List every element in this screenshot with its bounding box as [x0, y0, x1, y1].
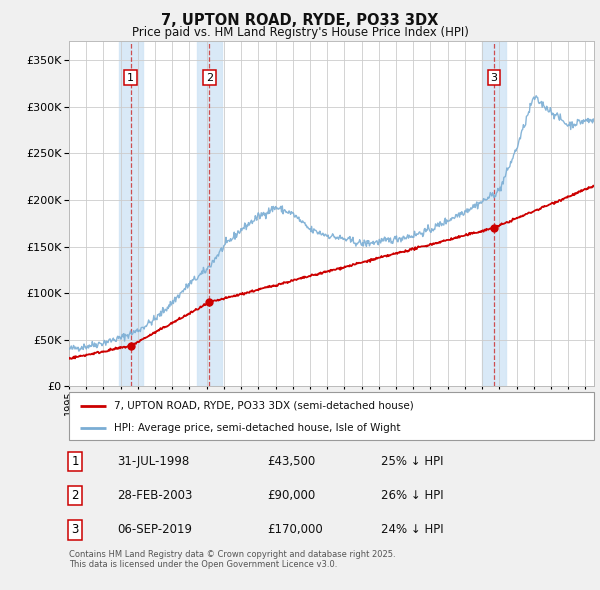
Text: Price paid vs. HM Land Registry's House Price Index (HPI): Price paid vs. HM Land Registry's House … — [131, 26, 469, 39]
Text: £90,000: £90,000 — [267, 489, 315, 502]
Text: 2: 2 — [71, 489, 79, 502]
FancyBboxPatch shape — [69, 392, 594, 440]
Text: 3: 3 — [71, 523, 79, 536]
Text: £170,000: £170,000 — [267, 523, 323, 536]
Text: 1: 1 — [71, 455, 79, 468]
Text: 24% ↓ HPI: 24% ↓ HPI — [381, 523, 443, 536]
Text: 2: 2 — [206, 73, 213, 83]
Text: 06-SEP-2019: 06-SEP-2019 — [117, 523, 192, 536]
Bar — [197, 41, 221, 386]
Text: HPI: Average price, semi-detached house, Isle of Wight: HPI: Average price, semi-detached house,… — [113, 423, 400, 432]
Text: 7, UPTON ROAD, RYDE, PO33 3DX (semi-detached house): 7, UPTON ROAD, RYDE, PO33 3DX (semi-deta… — [113, 401, 413, 411]
Text: 31-JUL-1998: 31-JUL-1998 — [117, 455, 189, 468]
Text: 1: 1 — [127, 73, 134, 83]
Bar — [482, 41, 506, 386]
Text: 28-FEB-2003: 28-FEB-2003 — [117, 489, 193, 502]
Text: 25% ↓ HPI: 25% ↓ HPI — [381, 455, 443, 468]
Bar — [119, 41, 143, 386]
Text: Contains HM Land Registry data © Crown copyright and database right 2025.
This d: Contains HM Land Registry data © Crown c… — [69, 550, 395, 569]
Text: 3: 3 — [490, 73, 497, 83]
Text: 7, UPTON ROAD, RYDE, PO33 3DX: 7, UPTON ROAD, RYDE, PO33 3DX — [161, 13, 439, 28]
Text: £43,500: £43,500 — [267, 455, 315, 468]
Text: 26% ↓ HPI: 26% ↓ HPI — [381, 489, 443, 502]
